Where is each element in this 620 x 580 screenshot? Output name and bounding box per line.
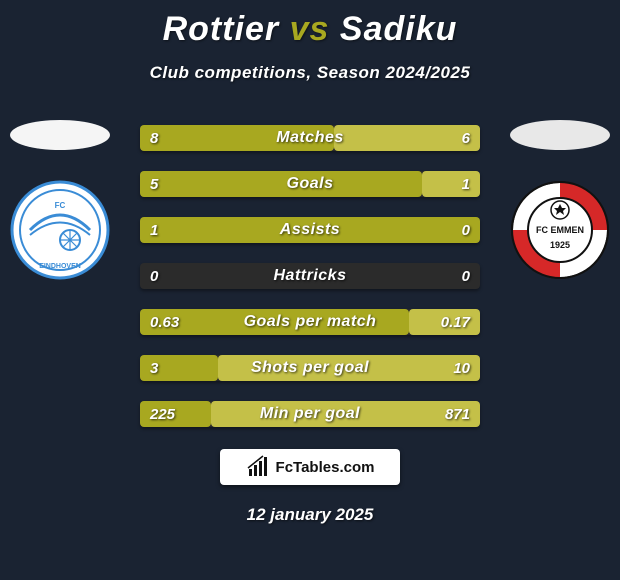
site-name: FcTables.com <box>276 459 375 476</box>
subtitle: Club competitions, Season 2024/2025 <box>0 63 620 83</box>
stat-row: 86Matches <box>140 125 480 151</box>
stat-label: Min per goal <box>140 401 480 427</box>
player1-column: FC EINDHOVEN <box>0 120 120 280</box>
svg-text:FC EMMEN: FC EMMEN <box>536 225 584 235</box>
stat-row: 225871Min per goal <box>140 401 480 427</box>
stat-row: 10Assists <box>140 217 480 243</box>
svg-text:EINDHOVEN: EINDHOVEN <box>39 263 81 270</box>
player2-column: FC EMMEN 1925 <box>500 120 620 280</box>
stat-row: 51Goals <box>140 171 480 197</box>
stat-label: Shots per goal <box>140 355 480 381</box>
stat-label: Goals <box>140 171 480 197</box>
stats-bars: 86Matches 51Goals 10Assists 00Hattricks 0.63… <box>140 125 480 427</box>
comparison-title: Rottier vs Sadiku <box>0 0 620 49</box>
player1-club-badge: FC EINDHOVEN <box>10 180 110 280</box>
svg-text:1925: 1925 <box>550 240 570 250</box>
chart-icon <box>246 455 270 479</box>
stat-label: Assists <box>140 217 480 243</box>
stat-label: Matches <box>140 125 480 151</box>
player2-name: Sadiku <box>340 10 457 48</box>
footer-date: 12 january 2025 <box>0 505 620 525</box>
stat-row: 0.630.17Goals per match <box>140 309 480 335</box>
svg-text:FC: FC <box>55 201 66 210</box>
stat-label: Hattricks <box>140 263 480 289</box>
player2-club-badge: FC EMMEN 1925 <box>510 180 610 280</box>
site-logo[interactable]: FcTables.com <box>220 449 400 485</box>
player1-silhouette <box>10 120 110 150</box>
player1-name: Rottier <box>163 10 280 48</box>
stat-row: 310Shots per goal <box>140 355 480 381</box>
stat-label: Goals per match <box>140 309 480 335</box>
vs-text: vs <box>290 10 330 48</box>
player2-silhouette <box>510 120 610 150</box>
stat-row: 00Hattricks <box>140 263 480 289</box>
